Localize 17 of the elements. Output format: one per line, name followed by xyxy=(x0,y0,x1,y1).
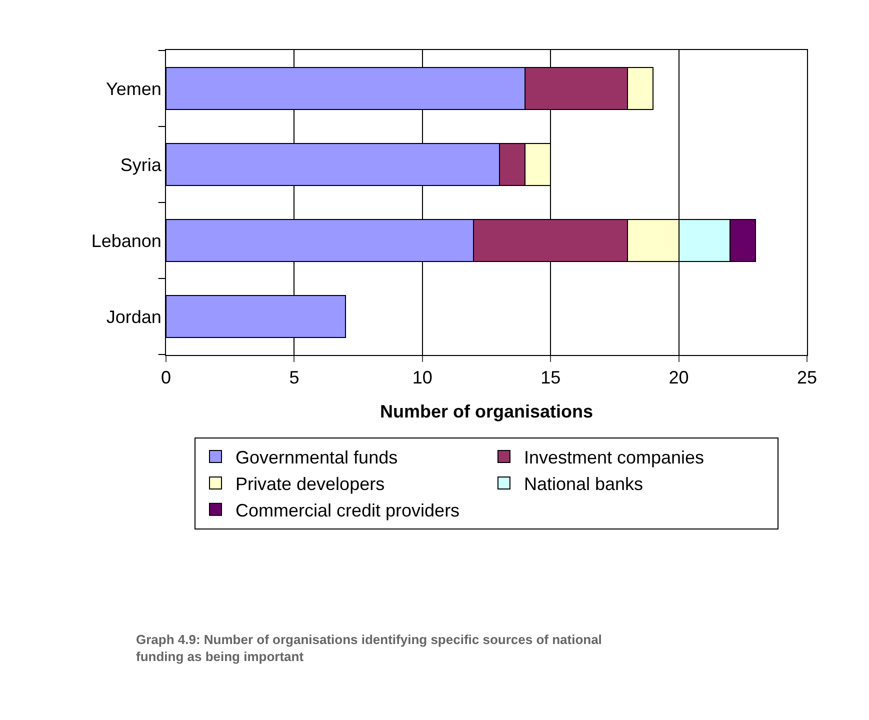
x-axis-title: Number of organisations xyxy=(380,402,594,422)
x-tick-label: 5 xyxy=(289,368,300,388)
x-tick-label: 25 xyxy=(796,368,818,388)
y-tick-label: Syria xyxy=(120,154,162,175)
x-tick-label: 0 xyxy=(160,368,172,388)
legend-label: Investment companies xyxy=(524,448,704,468)
y-tick-label: Yemen xyxy=(106,78,162,99)
y-tick-label: Jordan xyxy=(106,306,162,327)
y-tick-label: Lebanon xyxy=(91,230,162,251)
x-tick-label: 20 xyxy=(668,368,689,388)
legend-label: Commercial credit providers xyxy=(236,500,460,520)
legend-label: Private developers xyxy=(236,474,385,494)
legend-label: National banks xyxy=(524,474,644,494)
x-tick-label: 10 xyxy=(412,368,432,388)
legend-label: Governmental funds xyxy=(236,448,398,468)
x-tick-label: 15 xyxy=(540,368,561,388)
caption: Graph 4.9: Number of organisations identifying specific sources of national funding as being important xyxy=(136,632,602,664)
